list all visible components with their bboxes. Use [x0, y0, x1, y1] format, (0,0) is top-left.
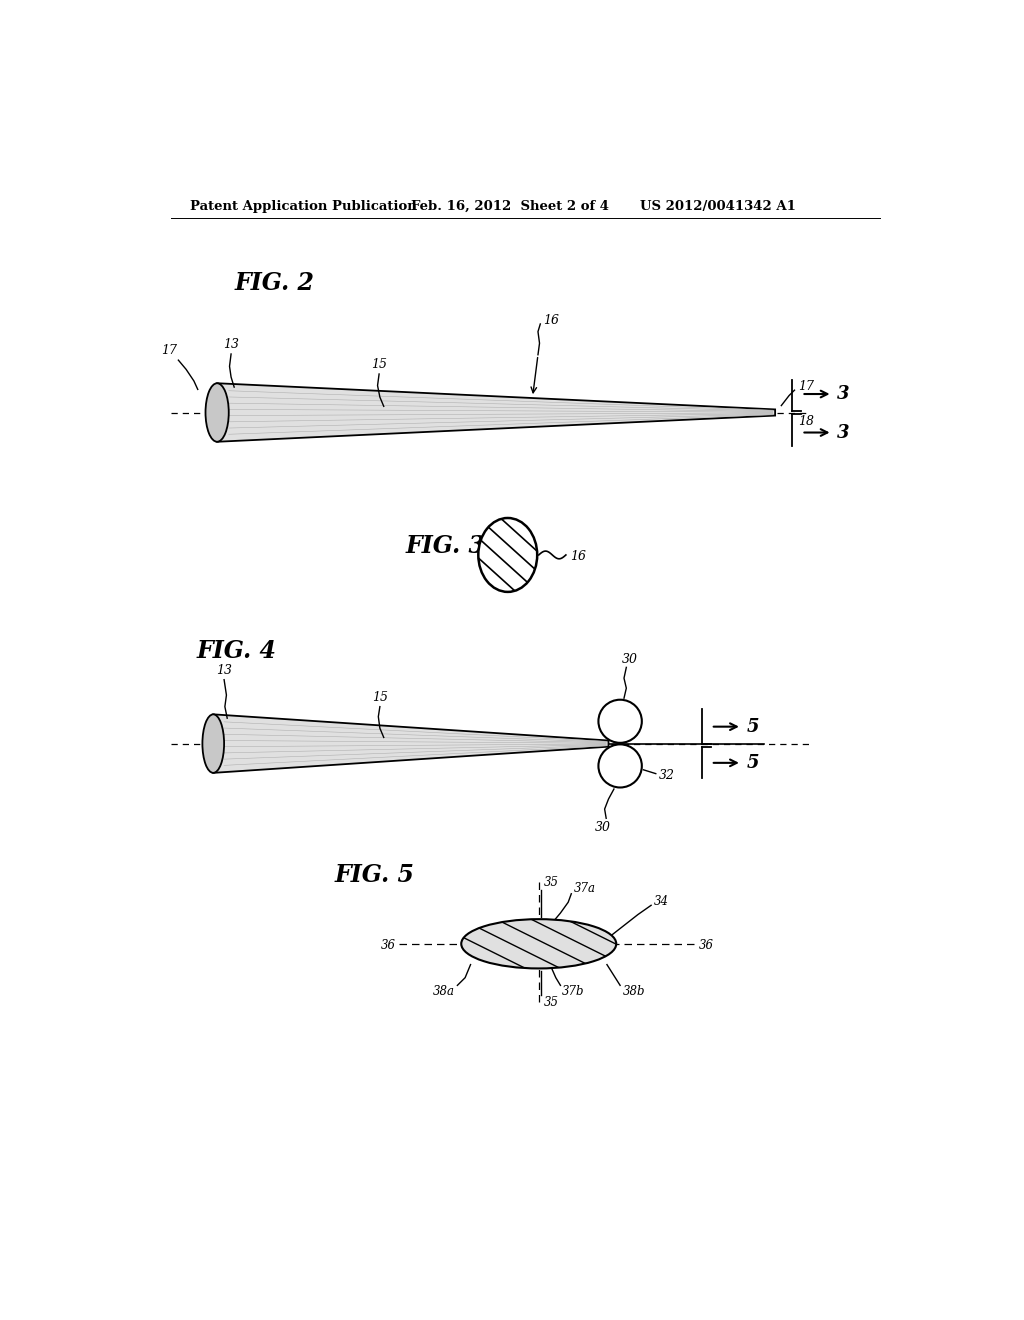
- Polygon shape: [213, 714, 608, 774]
- Text: 15: 15: [372, 690, 388, 704]
- Text: 38b: 38b: [623, 985, 645, 998]
- Ellipse shape: [461, 919, 616, 969]
- Text: 3: 3: [838, 424, 850, 441]
- Text: FIG. 5: FIG. 5: [334, 862, 414, 887]
- Text: US 2012/0041342 A1: US 2012/0041342 A1: [640, 199, 796, 213]
- Text: 36: 36: [380, 939, 395, 952]
- Text: FIG. 2: FIG. 2: [234, 271, 315, 296]
- Text: 35: 35: [544, 995, 559, 1008]
- Circle shape: [598, 744, 642, 788]
- Text: FIG. 3: FIG. 3: [406, 533, 485, 558]
- Text: 15: 15: [371, 358, 387, 371]
- Text: 30: 30: [622, 653, 637, 667]
- Text: 32: 32: [658, 768, 675, 781]
- Text: 18: 18: [799, 416, 814, 428]
- Polygon shape: [217, 383, 775, 442]
- Text: 30: 30: [595, 821, 611, 834]
- Text: 38a: 38a: [433, 985, 455, 998]
- Text: 16: 16: [543, 314, 559, 326]
- Text: 13: 13: [216, 664, 232, 677]
- Text: FIG. 4: FIG. 4: [197, 639, 276, 663]
- Text: Feb. 16, 2012  Sheet 2 of 4: Feb. 16, 2012 Sheet 2 of 4: [411, 199, 609, 213]
- Text: 5: 5: [746, 718, 759, 735]
- Text: 36: 36: [698, 939, 714, 952]
- Text: 34: 34: [653, 895, 669, 908]
- Text: 16: 16: [569, 550, 586, 564]
- Circle shape: [598, 700, 642, 743]
- Ellipse shape: [206, 383, 228, 442]
- Ellipse shape: [203, 714, 224, 774]
- Text: 37b: 37b: [562, 985, 585, 998]
- Text: 3: 3: [838, 385, 850, 403]
- Text: 5: 5: [746, 754, 759, 772]
- Text: Patent Application Publication: Patent Application Publication: [190, 199, 417, 213]
- Text: 17: 17: [161, 345, 177, 358]
- Ellipse shape: [478, 517, 538, 591]
- Text: 35: 35: [544, 876, 559, 890]
- Text: 17: 17: [799, 380, 814, 393]
- Text: 13: 13: [223, 338, 239, 351]
- Text: 37a: 37a: [573, 882, 596, 895]
